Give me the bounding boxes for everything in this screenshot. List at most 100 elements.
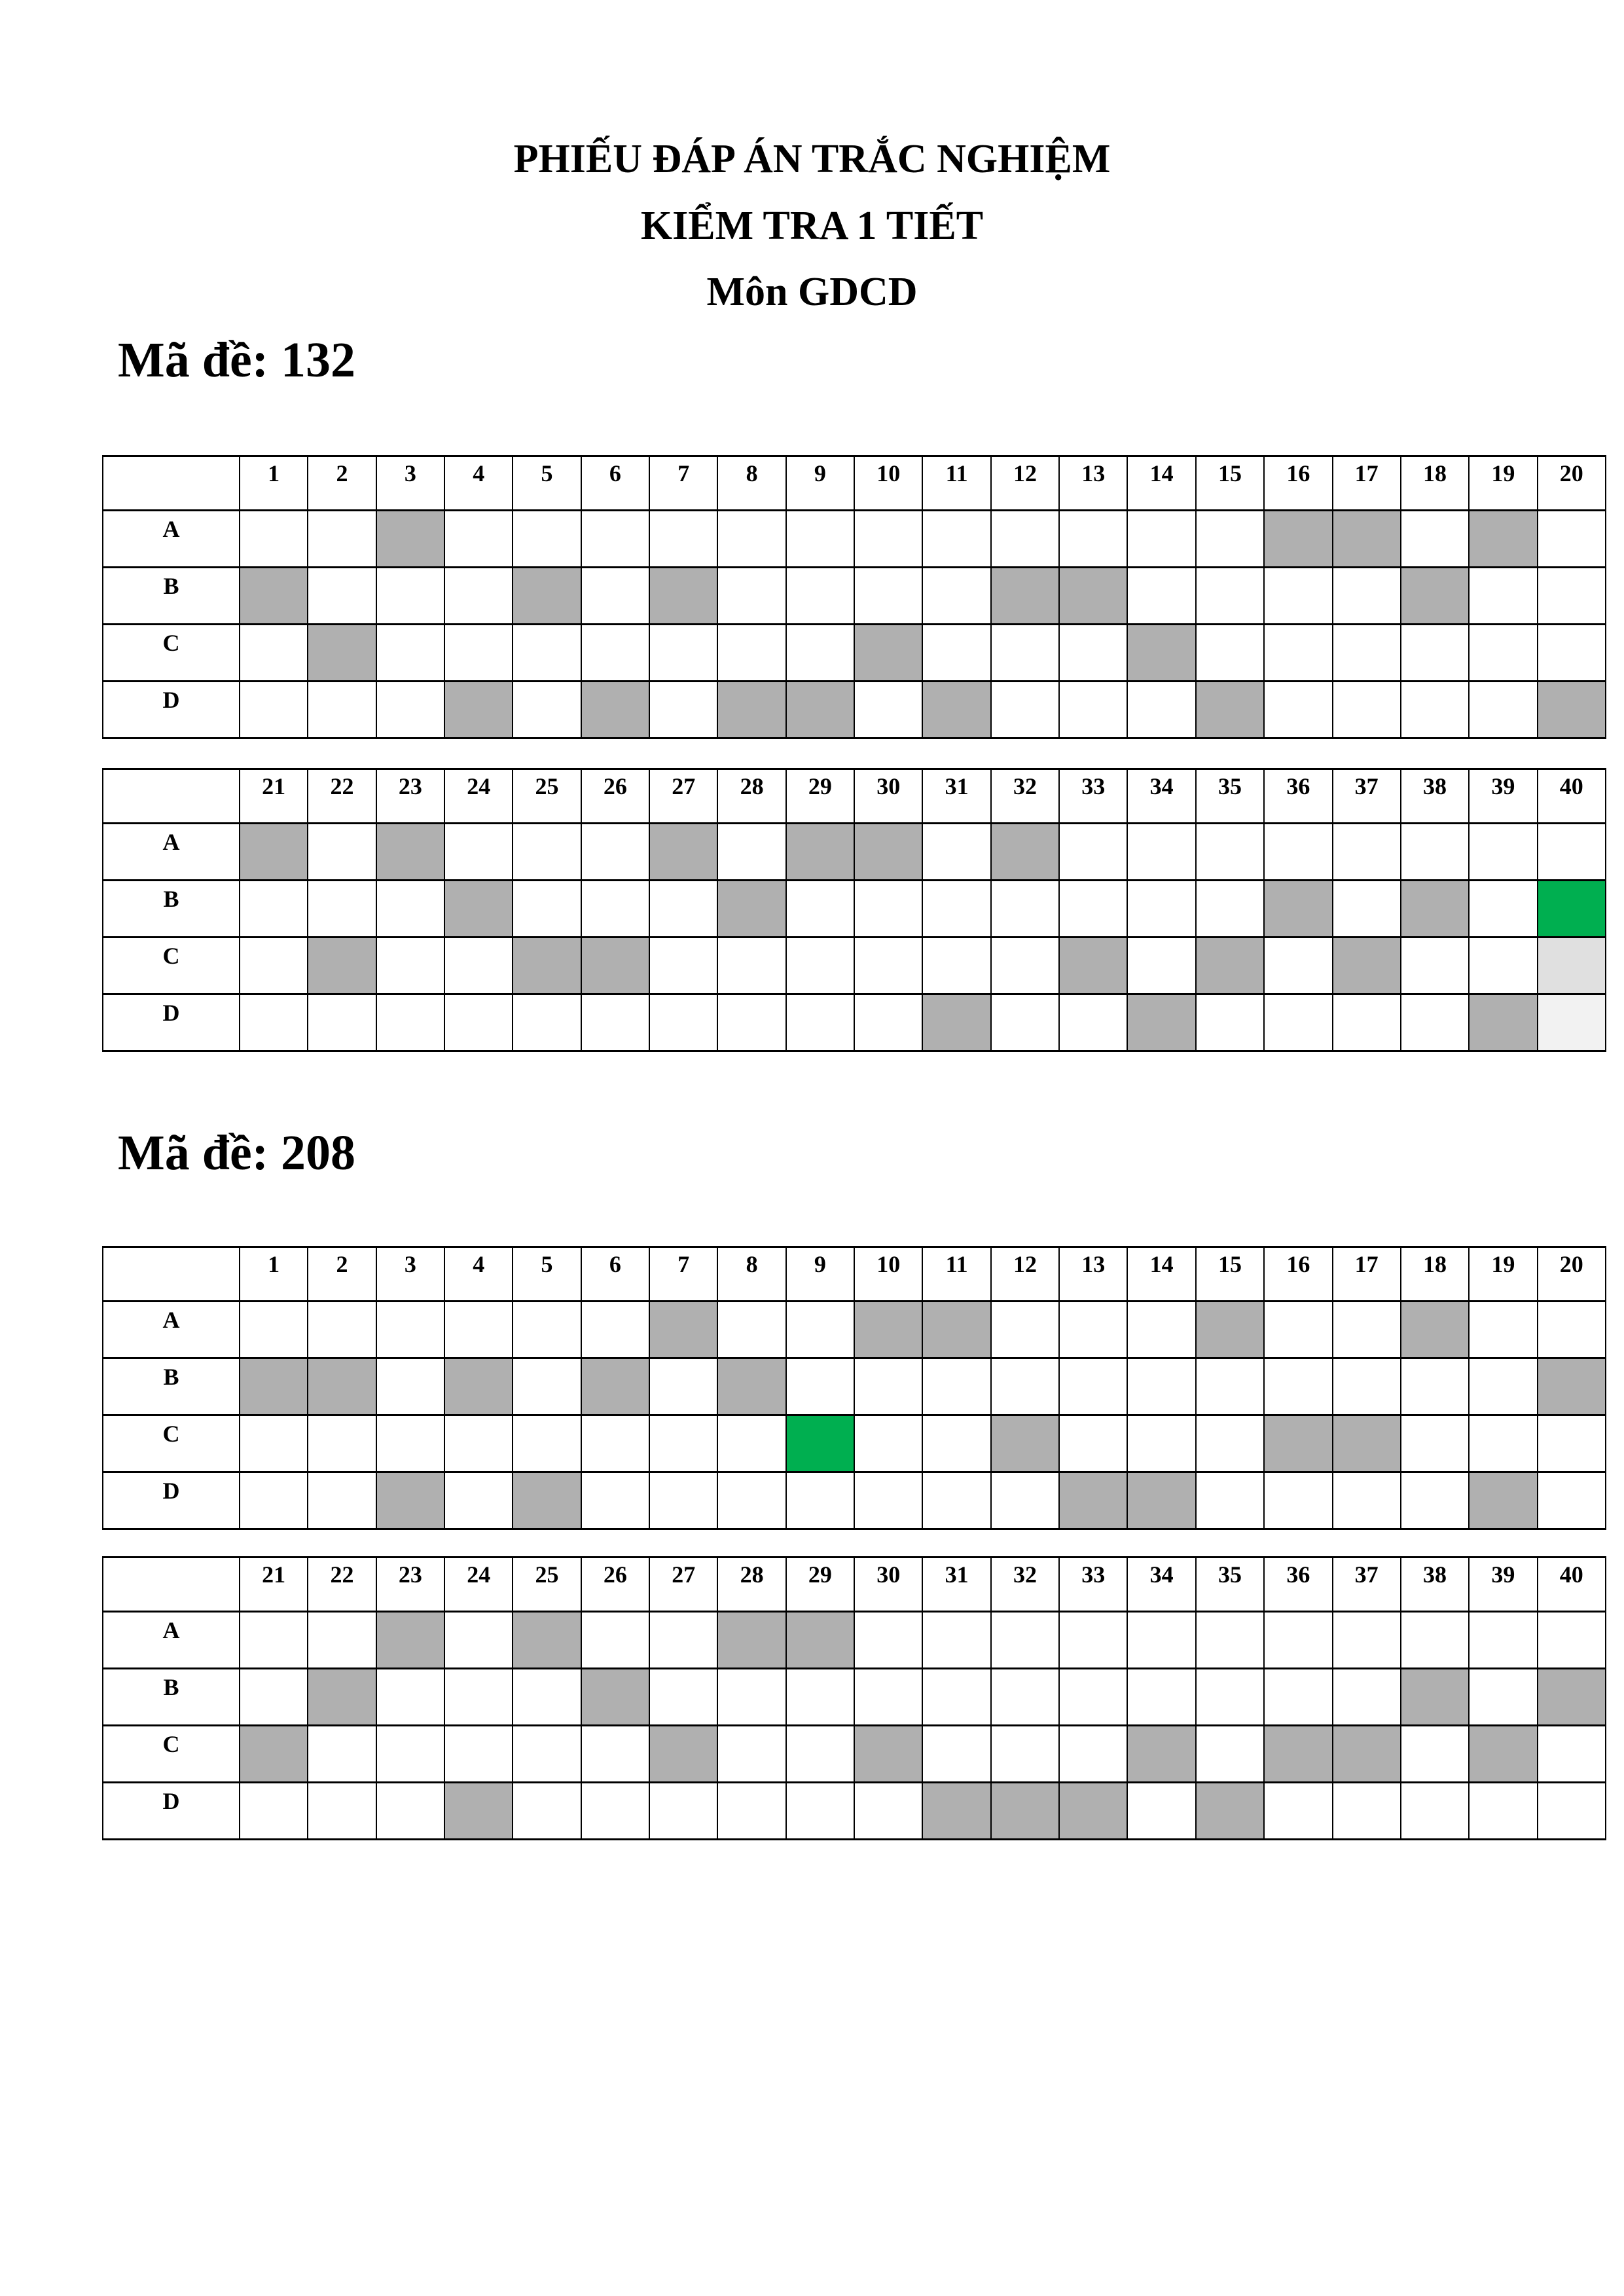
question-number: 13: [1058, 455, 1128, 511]
answer-cell: [854, 1667, 924, 1726]
answer-cell: [854, 680, 924, 739]
question-number: 30: [854, 768, 924, 824]
question-number: 1: [238, 455, 309, 511]
answer-cell-marked: [649, 1724, 719, 1783]
answer-cell: [854, 1471, 924, 1530]
answer-cell: [1468, 1667, 1538, 1726]
option-label: B: [102, 879, 240, 938]
answer-cell: [307, 1471, 377, 1530]
answer-cell-marked: [1127, 623, 1197, 682]
answer-cell: [649, 936, 719, 995]
answer-cell: [1536, 509, 1607, 568]
answer-cell: [649, 993, 719, 1052]
answer-cell: [717, 1724, 787, 1783]
answer-cell-marked: [990, 566, 1060, 625]
answer-cell: [922, 1724, 992, 1783]
answer-cell-marked: [649, 566, 719, 625]
answer-cell: [1127, 566, 1197, 625]
answer-cell-marked: [785, 1611, 856, 1669]
answer-cell: [1399, 1414, 1470, 1473]
answer-cell-marked: [1127, 993, 1197, 1052]
option-row-d: D: [102, 1781, 1607, 1840]
question-number: 32: [990, 768, 1060, 824]
answer-cell: [375, 1300, 446, 1359]
answer-cell: [1263, 1471, 1333, 1530]
answer-cell: [717, 1471, 787, 1530]
answer-cell: [238, 623, 309, 682]
answer-cell: [444, 1300, 514, 1359]
answer-cell: [1399, 822, 1470, 881]
answer-cell: [307, 822, 377, 881]
question-number: 39: [1468, 768, 1538, 824]
answer-cell: [580, 623, 651, 682]
option-label: D: [102, 1781, 240, 1840]
answer-cell: [922, 879, 992, 938]
answer-cell: [854, 1414, 924, 1473]
answer-cell: [375, 680, 446, 739]
answer-cell-marked: [1468, 993, 1538, 1052]
question-number: 37: [1331, 768, 1401, 824]
answer-cell: [238, 1300, 309, 1359]
answer-cell: [512, 1414, 582, 1473]
answer-cell: [307, 879, 377, 938]
answer-table-132-part1: 1 2 3 4 5 6 7 8 9 10 11 12 13 14 15 16 17 18 19 20 A B C D: [102, 455, 1607, 739]
answer-cell: [444, 1611, 514, 1669]
answer-cell: [1127, 1414, 1197, 1473]
answer-cell: [512, 509, 582, 568]
answer-cell: [580, 1724, 651, 1783]
question-number: 19: [1468, 455, 1538, 511]
answer-cell-marked: [238, 822, 309, 881]
answer-cell: [512, 1724, 582, 1783]
answer-cell: [1536, 822, 1607, 881]
answer-cell: [1263, 1357, 1333, 1416]
corner-cell: [102, 455, 240, 511]
answer-cell: [717, 566, 787, 625]
question-number: 2: [307, 455, 377, 511]
header-row: 1 2 3 4 5 6 7 8 9 10 11 12 13 14 15 16 17 18 19 20: [102, 1246, 1607, 1302]
answer-cell: [375, 1724, 446, 1783]
answer-cell: [922, 1471, 992, 1530]
answer-cell: [854, 993, 924, 1052]
answer-cell: [238, 1781, 309, 1840]
option-label: C: [102, 1414, 240, 1473]
answer-cell: [1127, 1357, 1197, 1416]
question-number: 8: [717, 1246, 787, 1302]
answer-cell: [649, 1611, 719, 1669]
answer-cell: [1263, 936, 1333, 995]
answer-cell: [922, 566, 992, 625]
answer-cell: [580, 1414, 651, 1473]
answer-cell-marked: [1195, 1781, 1265, 1840]
answer-cell-marked: [238, 1724, 309, 1783]
answer-cell: [1263, 566, 1333, 625]
question-number: 31: [922, 768, 992, 824]
answer-cell: [1195, 1414, 1265, 1473]
option-label: A: [102, 1300, 240, 1359]
answer-cell-marked: [1127, 1471, 1197, 1530]
answer-cell: [512, 1667, 582, 1726]
answer-cell: [990, 936, 1060, 995]
answer-cell: [1195, 566, 1265, 625]
question-number: 25: [512, 768, 582, 824]
answer-cell: [238, 1611, 309, 1669]
answer-cell: [785, 509, 856, 568]
answer-cell: [1399, 509, 1470, 568]
question-number: 35: [1195, 1556, 1265, 1613]
question-number: 21: [238, 768, 309, 824]
answer-cell: [1331, 1781, 1401, 1840]
question-number: 12: [990, 455, 1060, 511]
answer-cell: [1399, 623, 1470, 682]
question-number: 33: [1058, 1556, 1128, 1613]
answer-cell: [717, 1781, 787, 1840]
answer-cell-marked: [854, 822, 924, 881]
question-number: 39: [1468, 1556, 1538, 1613]
answer-cell: [649, 1471, 719, 1530]
option-label: B: [102, 1667, 240, 1726]
answer-cell-highlighted: [785, 1414, 856, 1473]
question-number: 26: [580, 768, 651, 824]
option-label: C: [102, 623, 240, 682]
answer-cell: [1195, 623, 1265, 682]
answer-cell-marked: [1058, 1781, 1128, 1840]
question-number: 37: [1331, 1556, 1401, 1613]
answer-cell-highlighted: [1536, 879, 1607, 938]
question-number: 8: [717, 455, 787, 511]
